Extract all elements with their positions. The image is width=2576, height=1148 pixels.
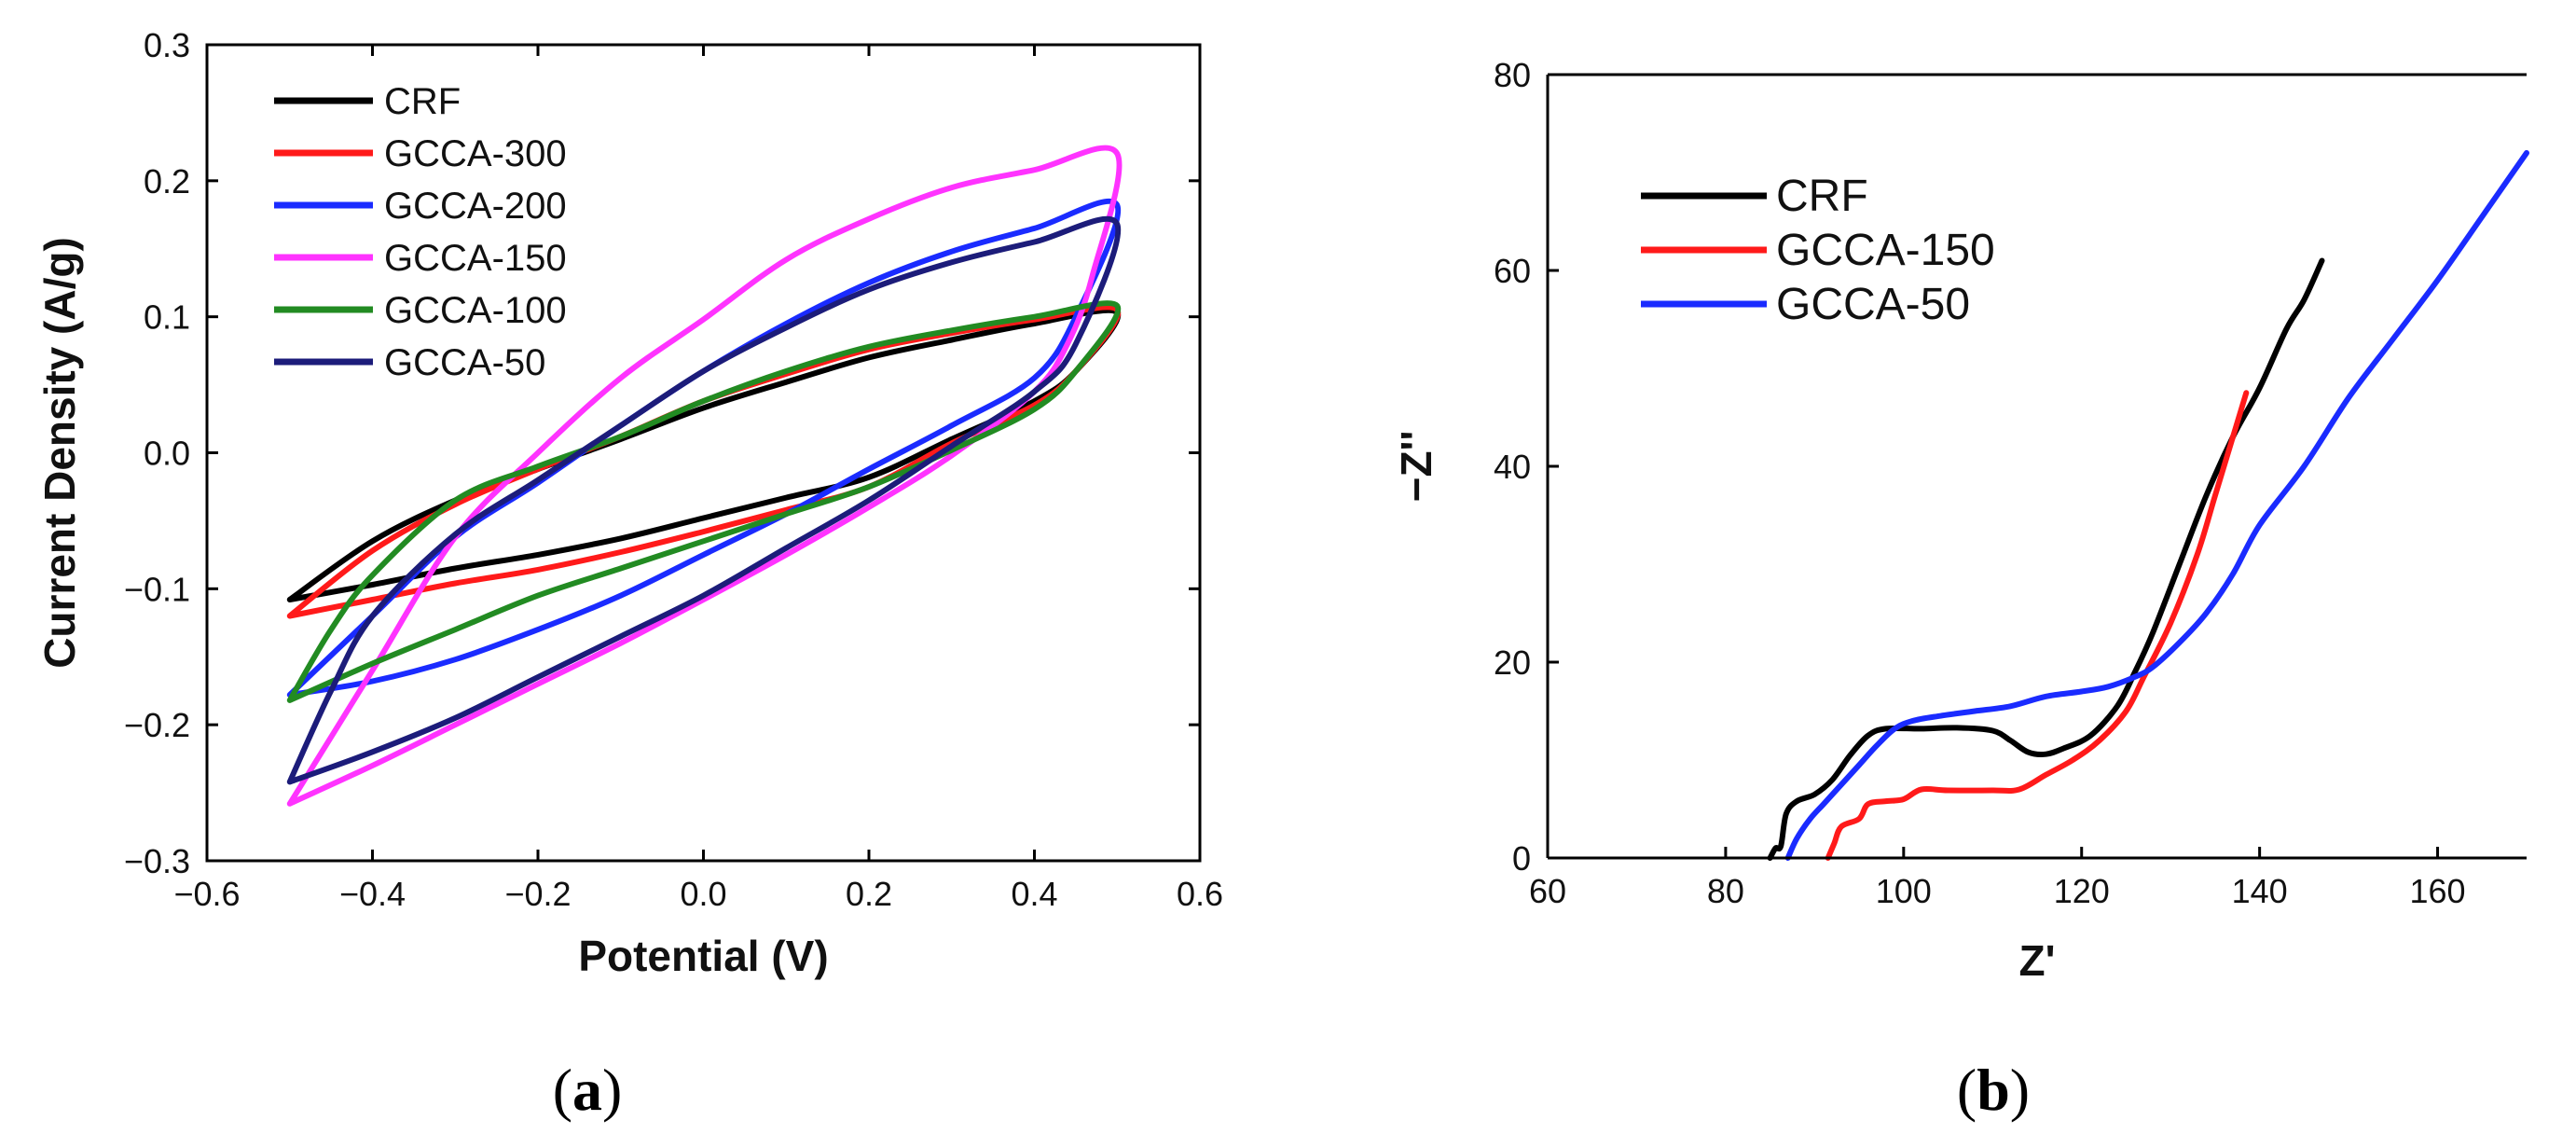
panel-a-y-tick-label: 0.1	[144, 298, 190, 337]
panel-b-nyquist-line-gcca-150	[1825, 390, 2250, 861]
panel-b-caption-letter: b	[1977, 1057, 2010, 1123]
panel-a-legend-label-crf: CRF	[384, 81, 461, 122]
panel-a-y-tick-label: −0.2	[124, 706, 190, 744]
panel-a-y-tick-label: 0.2	[144, 162, 190, 201]
panel-b-legend: CRF GCCA-150 GCCA-50	[1641, 172, 1995, 329]
panel-a-caption-letter: a	[572, 1057, 602, 1123]
panel-b-y-axis-title: −Z''	[1392, 431, 1440, 503]
panel-a-x-tick-label: 0.2	[846, 875, 892, 913]
panel-b-caption-label: (b)	[1957, 1057, 2030, 1123]
panel-b-y-tick-label: 80	[1494, 56, 1531, 94]
panel-b-y-tick-label: 40	[1494, 448, 1531, 486]
panel-a-x-tick-label: −0.4	[339, 875, 406, 913]
panel-b-x-tick-label: 120	[2054, 872, 2110, 910]
panel-a-cyclic-voltammetry: −0.6 −0.4 −0.2 0.0 0.2 0.4 0.6 −0.3 −0.2 −0.1 0.0 0…	[35, 26, 1223, 980]
panel-a-legend-label-gcca-50: GCCA-50	[384, 342, 545, 383]
panel-a-y-tick-label: 0.3	[144, 26, 190, 64]
panel-a-caption-close-paren: )	[602, 1057, 622, 1123]
panel-b-y-tick-label: 20	[1494, 643, 1531, 682]
panel-a-cv-loop-gcca-150	[286, 145, 1123, 807]
panel-b-x-axis-title: Z'	[2018, 936, 2055, 985]
panel-a-cv-loop-gcca-50	[286, 215, 1122, 785]
panel-b-x-tick-label: 80	[1707, 872, 1744, 910]
panel-b-series-group	[1767, 150, 2529, 861]
panel-a-series-group	[286, 145, 1123, 807]
panel-a-y-tick-label: −0.1	[124, 570, 190, 608]
panel-b-legend-label-gcca-50: GCCA-50	[1776, 280, 1970, 329]
panel-b-x-tick-label: 60	[1529, 872, 1566, 910]
panel-a-cv-loop-gcca-100	[286, 300, 1122, 703]
panel-a-x-tick-label: −0.6	[173, 875, 240, 913]
panel-a-y-tick-label: −0.3	[124, 842, 190, 880]
panel-b-nyquist-line-gcca-50	[1784, 150, 2529, 861]
panel-b-legend-label-gcca-150: GCCA-150	[1776, 226, 1995, 275]
panel-b-y-tick-label: 0	[1512, 839, 1531, 878]
panel-a-caption-open-paren: (	[553, 1057, 572, 1123]
panel-a-y-axis-title: Current Density (A/g)	[35, 237, 84, 669]
panel-a-x-tick-label: 0.4	[1011, 875, 1057, 913]
panel-a-y-tick-label: 0.0	[144, 435, 190, 473]
panel-a-caption-label: (a)	[553, 1057, 623, 1123]
panel-b-x-tick-label: 160	[2410, 872, 2466, 910]
panel-b-impedance-nyquist: 60 80 100 120 140 160 0 20 40 60 80 Z' −Z'' CRF GCC…	[1392, 56, 2529, 985]
panel-b-nyquist-line-crf	[1767, 257, 2325, 861]
panel-a-x-tick-label: 0.6	[1177, 875, 1223, 913]
panel-a-legend-label-gcca-100: GCCA-100	[384, 290, 567, 331]
panel-b-axes-lines	[1546, 73, 2527, 860]
panel-b-legend-label-crf: CRF	[1776, 172, 1868, 221]
panel-b-x-tick-label: 100	[1876, 872, 1932, 910]
panel-a-legend-label-gcca-300: GCCA-300	[384, 133, 567, 174]
panel-a-ticks: −0.6 −0.4 −0.2 0.0 0.2 0.4 0.6 −0.3 −0.2 −0.1 0.0 0…	[124, 26, 1223, 913]
panel-a-x-axis-title: Potential (V)	[578, 932, 828, 980]
panel-a-x-tick-label: −0.2	[504, 875, 571, 913]
panel-b-caption-open-paren: (	[1957, 1057, 1977, 1123]
panel-a-x-tick-label: 0.0	[680, 875, 726, 913]
panel-a-legend-label-gcca-200: GCCA-200	[384, 186, 567, 227]
panel-a-legend-label-gcca-150: GCCA-150	[384, 238, 567, 279]
panel-b-y-tick-label: 60	[1494, 252, 1531, 290]
panel-a-legend: CRF GCCA-300 GCCA-200 GCCA-150 GCCA-100 GCCA-…	[274, 81, 567, 383]
panel-b-caption-close-paren: )	[2010, 1057, 2030, 1123]
panel-b-x-tick-label: 140	[2232, 872, 2288, 910]
